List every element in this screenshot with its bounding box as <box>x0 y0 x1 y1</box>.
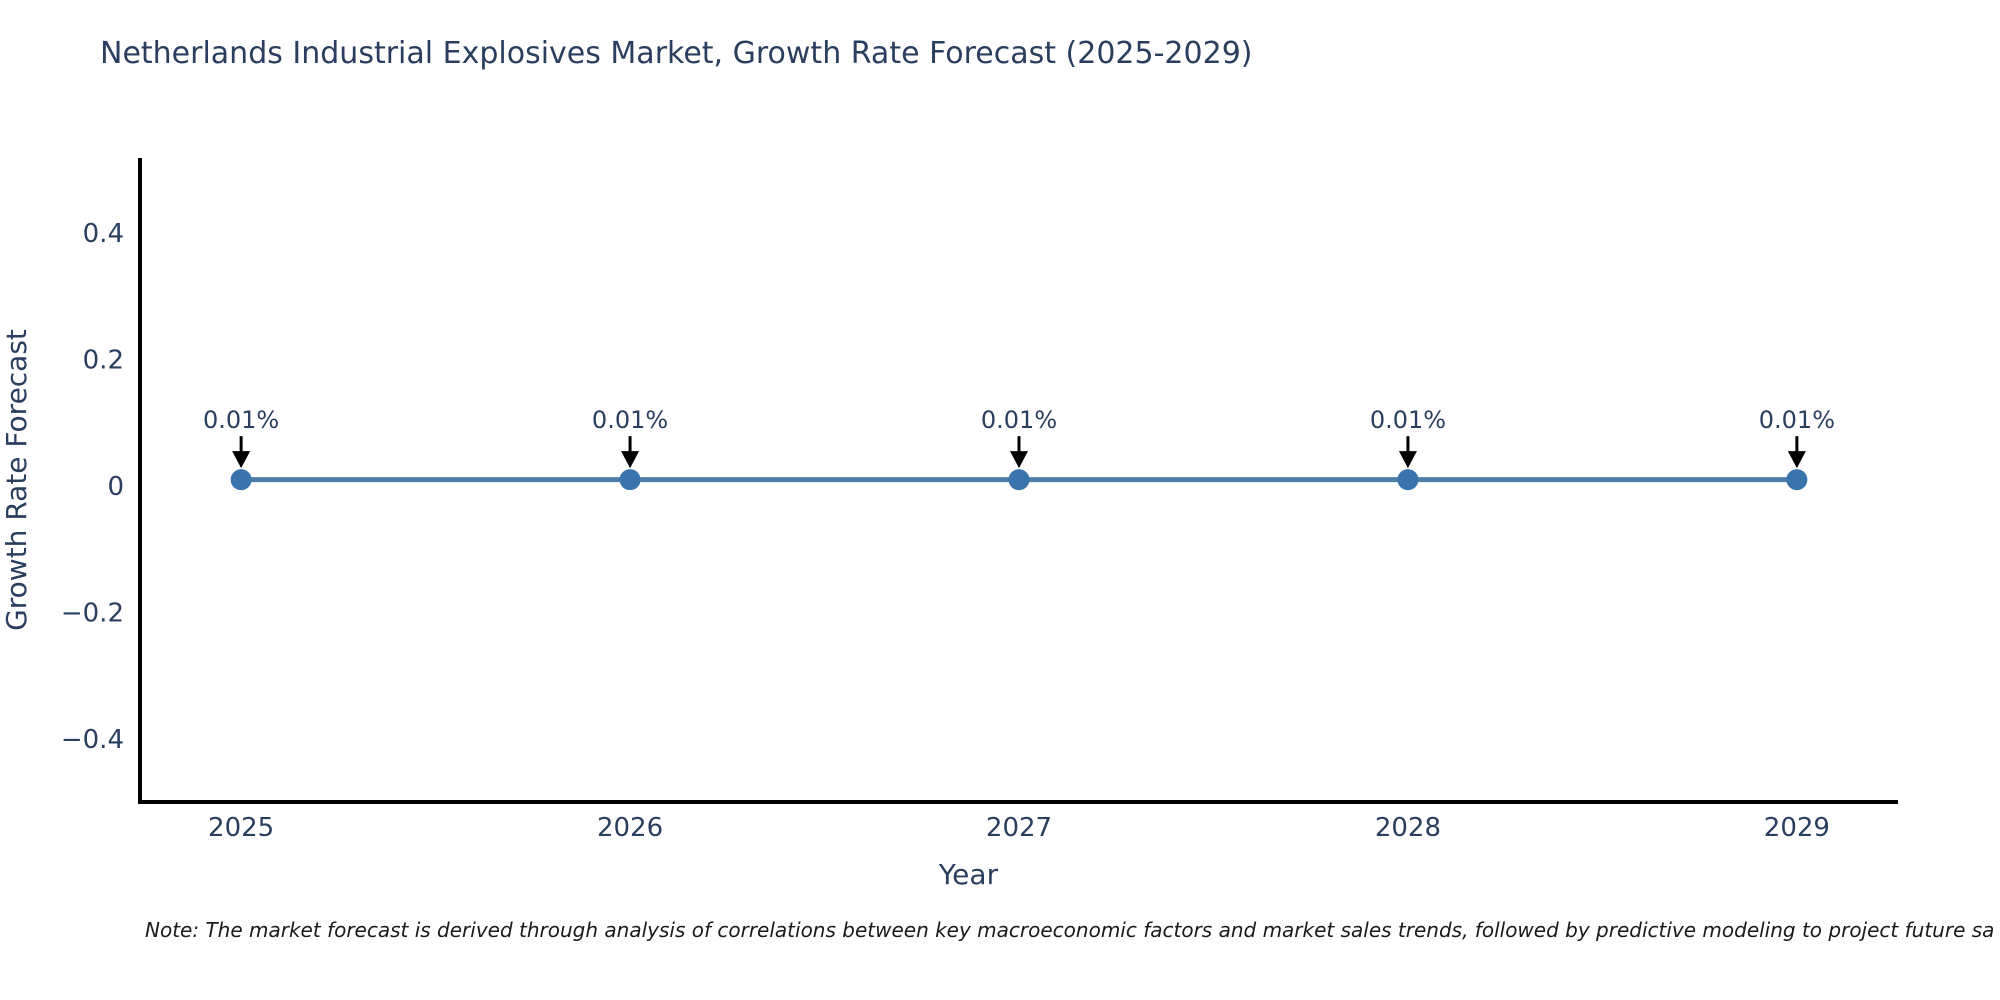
data-point-marker[interactable] <box>1786 469 1808 491</box>
y-tick-label: 0.4 <box>83 219 124 249</box>
point-annotation-label: 0.01% <box>1759 406 1835 434</box>
data-point-marker[interactable] <box>619 469 641 491</box>
annotation-arrowhead-icon <box>1787 451 1806 469</box>
chart-title: Netherlands Industrial Explosives Market… <box>100 36 1253 71</box>
data-point-marker[interactable] <box>1008 469 1030 491</box>
x-tick-label: 2027 <box>986 813 1052 843</box>
point-annotation-label: 0.01% <box>203 406 279 434</box>
y-axis-title: Growth Rate Forecast <box>0 329 33 631</box>
annotation-arrowhead-icon <box>232 451 251 469</box>
annotation-arrowhead-icon <box>621 451 640 469</box>
x-tick-label: 2028 <box>1375 813 1441 843</box>
point-annotation-label: 0.01% <box>981 406 1057 434</box>
x-axis-title: Year <box>938 858 999 891</box>
annotation-arrowhead-icon <box>1398 451 1417 469</box>
point-annotation-label: 0.01% <box>592 406 668 434</box>
x-tick-label: 2029 <box>1764 813 1830 843</box>
data-point-marker[interactable] <box>1397 469 1419 491</box>
footnote: Note: The market forecast is derived thr… <box>145 918 1995 942</box>
y-tick-label: 0 <box>107 472 124 502</box>
point-annotation-label: 0.01% <box>1370 406 1446 434</box>
y-tick-label: 0.2 <box>83 345 124 375</box>
data-point-marker[interactable] <box>230 469 252 491</box>
x-tick-label: 2026 <box>597 813 663 843</box>
x-tick-label: 2025 <box>208 813 274 843</box>
y-tick-label: −0.2 <box>61 599 124 629</box>
y-tick-label: −0.4 <box>61 725 124 755</box>
annotation-arrowhead-icon <box>1010 451 1028 469</box>
